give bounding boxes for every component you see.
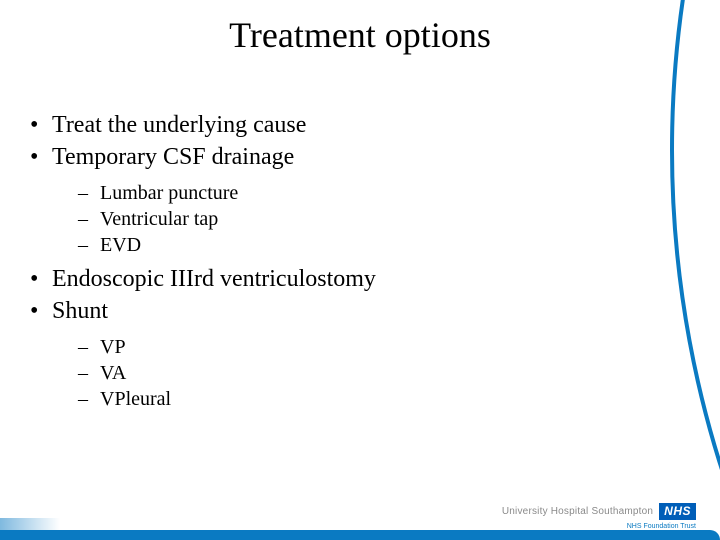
decorative-curve: [670, 0, 720, 540]
sub-bullet-marker: –: [78, 360, 100, 386]
bullet-marker: •: [26, 110, 52, 140]
bullet-marker: •: [26, 296, 52, 326]
sub-bullet-marker: –: [78, 206, 100, 232]
sub-bullet-text: Lumbar puncture: [100, 180, 238, 206]
sub-bullet-item: – Ventricular tap: [78, 206, 660, 232]
sub-bullet-marker: –: [78, 180, 100, 206]
sub-bullet-item: – Lumbar puncture: [78, 180, 660, 206]
sub-bullet-item: – VP: [78, 334, 660, 360]
logo-text: University Hospital Southampton: [502, 506, 653, 517]
sub-bullet-marker: –: [78, 232, 100, 258]
logo-subtext: NHS Foundation Trust: [627, 523, 696, 530]
content-area: • Treat the underlying cause • Temporary…: [26, 110, 660, 412]
bullet-text: Endoscopic IIIrd ventriculostomy: [52, 264, 376, 294]
sub-bullet-text: VPleural: [100, 386, 171, 412]
sub-bullet-text: VP: [100, 334, 126, 360]
sub-bullet-text: VA: [100, 360, 126, 386]
sub-bullet-item: – EVD: [78, 232, 660, 258]
bullet-item: • Temporary CSF drainage: [26, 142, 660, 172]
slide: Treatment options • Treat the underlying…: [0, 0, 720, 540]
bullet-item: • Shunt: [26, 296, 660, 326]
footer-logo: University Hospital Southampton NHS: [502, 503, 696, 520]
sub-bullet-item: – VPleural: [78, 386, 660, 412]
bullet-text: Temporary CSF drainage: [52, 142, 294, 172]
sub-bullet-text: Ventricular tap: [100, 206, 218, 232]
bullet-item: • Endoscopic IIIrd ventriculostomy: [26, 264, 660, 294]
bullet-marker: •: [26, 142, 52, 172]
bullet-item: • Treat the underlying cause: [26, 110, 660, 140]
nhs-badge-icon: NHS: [659, 503, 696, 520]
sub-bullet-item: – VA: [78, 360, 660, 386]
decorative-bottom-bar: [0, 530, 720, 540]
sub-bullet-marker: –: [78, 386, 100, 412]
bullet-text: Shunt: [52, 296, 108, 326]
decorative-fade: [0, 518, 60, 530]
bullet-text: Treat the underlying cause: [52, 110, 306, 140]
slide-title: Treatment options: [0, 14, 720, 56]
bullet-marker: •: [26, 264, 52, 294]
sub-bullet-marker: –: [78, 334, 100, 360]
sub-bullet-text: EVD: [100, 232, 141, 258]
